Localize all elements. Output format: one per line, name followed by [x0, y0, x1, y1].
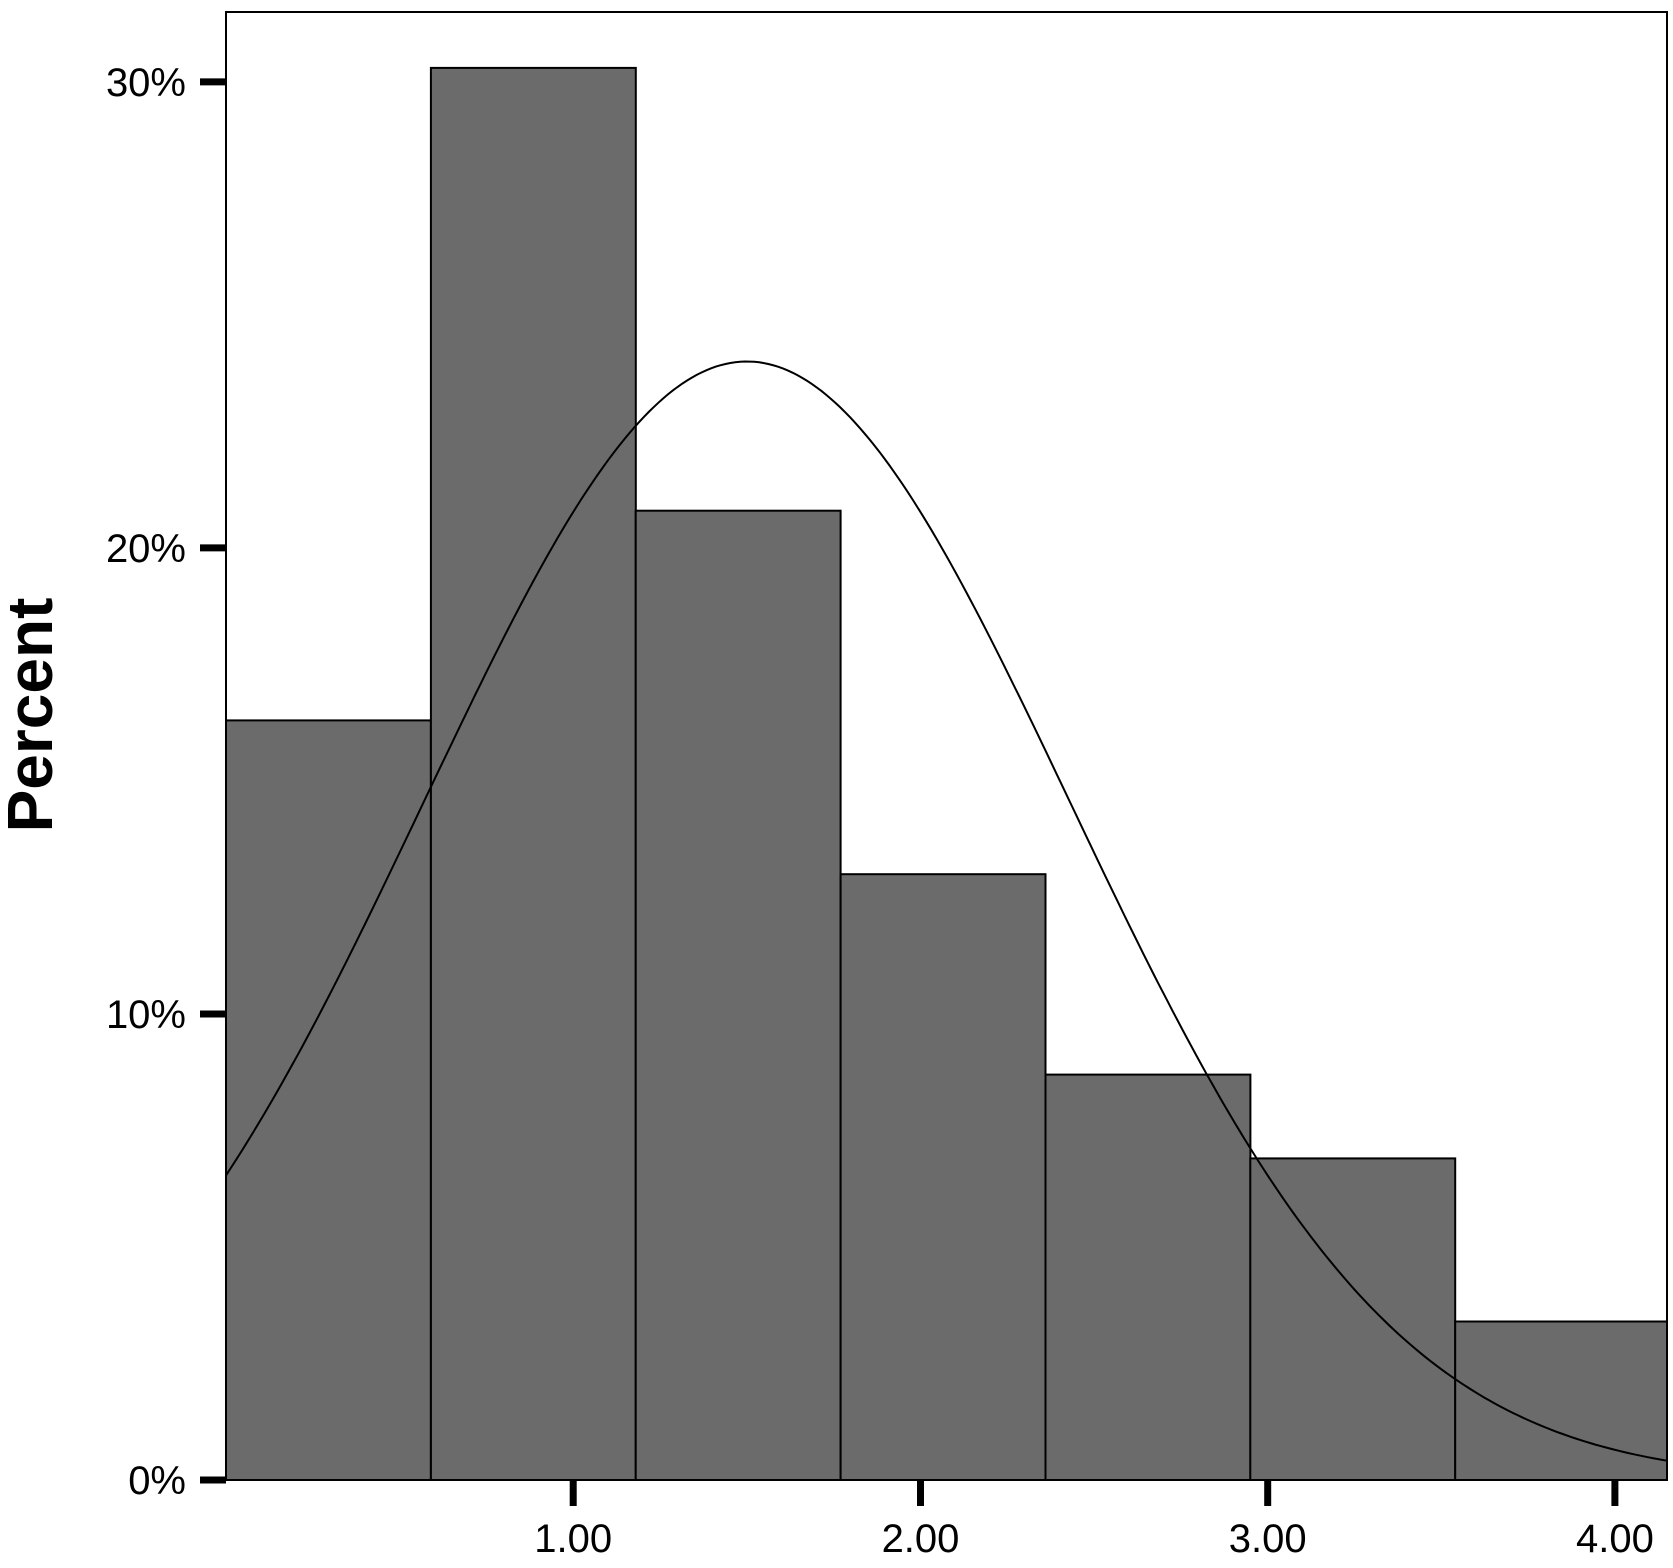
- y-tick-label-1: 10%: [106, 993, 186, 1037]
- histogram-bar-2: [429, 66, 637, 1481]
- histogram-bar-3: [634, 509, 842, 1481]
- y-tick-label-3: 30%: [106, 61, 186, 105]
- x-tick-label-0: 1.00: [534, 1517, 612, 1561]
- y-tick-label-0: 0%: [128, 1459, 186, 1503]
- histogram-bar-4: [839, 873, 1047, 1481]
- y-tick-label-2: 20%: [106, 527, 186, 571]
- y-axis-title: Percent: [0, 598, 66, 833]
- histogram-bar-1: [225, 719, 432, 1481]
- x-tick-label-2: 3.00: [1229, 1517, 1307, 1561]
- y-axis: 0% 10% 20% 30%: [106, 61, 226, 1503]
- histogram-bar-5: [1044, 1073, 1252, 1481]
- x-tick-label-3: 4.00: [1576, 1517, 1654, 1561]
- plot-frame: [225, 11, 1668, 1481]
- x-axis: 1.00 2.00 3.00 4.00: [534, 1480, 1654, 1561]
- histogram-bar-6: [1249, 1157, 1457, 1482]
- x-tick-label-1: 2.00: [882, 1517, 960, 1561]
- histogram-bars: [225, 66, 1668, 1482]
- normal-curve: [225, 360, 1668, 1462]
- histogram-bar-7: [1454, 1320, 1668, 1481]
